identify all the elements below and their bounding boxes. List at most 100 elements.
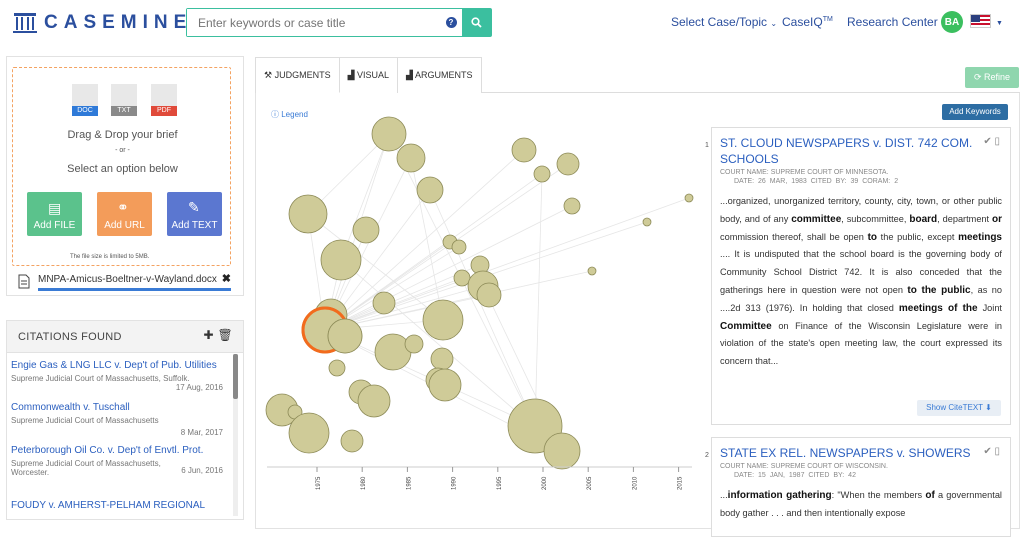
case-excerpt: ...organized, unorganized territory, cou… (712, 185, 1010, 371)
case-bubble[interactable] (327, 318, 363, 354)
case-title[interactable]: STATE EX REL. NEWSPAPERS v. SHOWERS (720, 446, 971, 460)
caret-down-icon[interactable]: ▼ (996, 20, 1003, 27)
show-citetext-button[interactable]: Show CiteTEXT ⬇ (917, 400, 1001, 416)
show-citetext-label: Show CiteTEXT (926, 403, 983, 412)
excerpt-text: , as no ....2d 313 (1976). In holding th… (720, 284, 1002, 313)
excerpt-text: Joint (977, 302, 1002, 313)
case-bubble[interactable] (563, 197, 581, 215)
select-case-label: Select Case/Topic (671, 15, 768, 29)
case-bubble[interactable] (340, 429, 364, 453)
casemine-logo[interactable]: CASEMINE (12, 10, 192, 36)
refine-label: Refine (984, 72, 1011, 82)
case-bubble[interactable] (451, 239, 467, 255)
case-bubble[interactable] (453, 269, 471, 287)
case-bubble[interactable] (416, 176, 444, 204)
tab-arguments[interactable]: ▟ ARGUMENTS (397, 57, 482, 93)
chart-icon: ▟ (347, 70, 355, 80)
us-flag-icon[interactable] (970, 14, 991, 28)
add-file-label: Add FILE (33, 220, 76, 231)
caseiq-link[interactable]: CaseIQTM (782, 15, 833, 29)
case-bubble[interactable] (352, 216, 380, 244)
trash-icon[interactable]: 🗑 (217, 328, 233, 342)
citation-title[interactable]: FOUDY v. AMHERST-PELHAM REGIONAL (11, 500, 206, 511)
drop-zone[interactable]: DOC TXT PDF Drag & Drop your brief - or … (12, 67, 231, 266)
citation-link (534, 173, 543, 427)
case-bubble[interactable] (642, 217, 652, 227)
case-bubble[interactable] (684, 193, 694, 203)
case-bubble[interactable] (543, 432, 581, 470)
legend-link[interactable]: ⓘ Legend (271, 109, 308, 120)
keyword-highlight: of (925, 490, 935, 501)
case-bubble[interactable] (371, 116, 407, 152)
bookmark-icon[interactable]: ▯ (994, 446, 1000, 457)
case-bubble[interactable] (476, 282, 502, 308)
case-bubble[interactable] (288, 194, 328, 234)
case-title[interactable]: ST. CLOUD NEWSPAPERS v. DIST. 742 COM. S… (720, 136, 973, 166)
keyword-highlight: Committee (720, 320, 772, 332)
search-input[interactable] (187, 9, 440, 36)
citation-title[interactable]: Engie Gas & LNG LLC v. Dep't of Pub. Uti… (11, 360, 217, 371)
case-bubble[interactable] (372, 291, 396, 315)
citation-item[interactable]: Engie Gas & LNG LLC v. Dep't of Pub. Uti… (11, 360, 223, 392)
case-bubble[interactable] (328, 359, 346, 377)
add-icon[interactable]: ✚ (203, 328, 214, 342)
citation-item[interactable]: Peterborough Oil Co. v. Dep't of Envtl. … (11, 445, 223, 477)
citation-item[interactable]: Commonwealth v. Tuschall Supreme Judicia… (11, 402, 223, 437)
keyword-highlight: to (867, 231, 878, 243)
citation-network-chart[interactable]: 1975 1980 1985 1990 1995 2000 2005 2010 2015 (262, 100, 702, 495)
remove-file-icon[interactable]: ✖ (221, 273, 231, 285)
citation-date: 17 Aug, 2016 (175, 383, 223, 392)
caseiq-tm: TM (822, 16, 833, 23)
user-avatar[interactable]: BA (941, 11, 963, 33)
add-url-label: Add URL (104, 220, 145, 231)
check-icon[interactable]: ✔ (983, 136, 992, 147)
bookmark-icon[interactable]: ▯ (994, 136, 1000, 147)
file-size-note: The file size is limited to 5MB. (70, 254, 150, 260)
refine-button[interactable]: ⟳ Refine (965, 67, 1019, 88)
citations-scroll-thumb[interactable] (233, 354, 238, 399)
case-bubble[interactable] (357, 384, 391, 418)
case-card: ST. CLOUD NEWSPAPERS v. DIST. 742 COM. S… (711, 127, 1011, 425)
case-bubble[interactable] (288, 412, 330, 454)
search-icon (471, 17, 482, 28)
case-bubble[interactable] (533, 165, 551, 183)
keyword-highlight: or (992, 213, 1003, 225)
case-bubble[interactable] (587, 266, 597, 276)
add-file-button[interactable]: ▤ Add FILE (27, 192, 82, 236)
tab-visual[interactable]: ▟ VISUAL (338, 57, 399, 93)
case-bubble[interactable] (430, 347, 454, 371)
check-icon[interactable]: ✔ (983, 446, 992, 457)
case-bubble[interactable] (422, 299, 464, 341)
citation-title[interactable]: Commonwealth v. Tuschall (11, 402, 130, 413)
case-bubble[interactable] (374, 333, 412, 371)
uploaded-file: MNPA-Amicus-Boeltner-v-Wayland.docx ✖ (12, 271, 231, 293)
research-center-link[interactable]: Research Center (847, 15, 938, 29)
citation-court: Supreme Judicial Court of Massachusetts (11, 416, 159, 425)
citations-scrollbar[interactable] (233, 354, 238, 516)
add-text-label: Add TEXT (171, 220, 218, 231)
add-url-button[interactable]: ⚭ Add URL (97, 192, 152, 236)
search-button[interactable] (462, 9, 491, 36)
citations-header: CITATIONS FOUND ✚ 🗑 (7, 321, 243, 353)
upload-progress-bar (38, 288, 231, 291)
case-bubble[interactable] (320, 239, 362, 281)
case-bubble[interactable] (428, 368, 462, 402)
citation-item[interactable]: FOUDY v. AMHERST-PELHAM REGIONAL (11, 500, 223, 511)
citation-title[interactable]: Peterborough Oil Co. v. Dep't of Envtl. … (11, 445, 204, 456)
or-text: - or - (115, 147, 130, 154)
add-text-button[interactable]: ✎ Add TEXT (167, 192, 222, 236)
add-keywords-button[interactable]: Add Keywords (942, 104, 1008, 120)
case-bubble[interactable] (511, 137, 537, 163)
help-icon[interactable]: ? (440, 9, 462, 36)
select-case-menu[interactable]: Select Case/Topic ⌄ (671, 15, 777, 29)
case-bubble[interactable] (404, 334, 424, 354)
case-bubble[interactable] (396, 143, 426, 173)
excerpt-text: ...organized, unorganized territory, cou… (720, 196, 1002, 224)
keyword-highlight: committee (791, 213, 842, 225)
drag-drop-text: Drag & Drop your brief (67, 129, 178, 141)
keyword-highlight: meetings (958, 231, 1002, 243)
citation-link (324, 149, 525, 331)
case-bubble[interactable] (556, 152, 580, 176)
x-tick-label: 2015 (678, 476, 684, 490)
tab-judgments[interactable]: ⚒ JUDGMENTS (255, 57, 340, 93)
